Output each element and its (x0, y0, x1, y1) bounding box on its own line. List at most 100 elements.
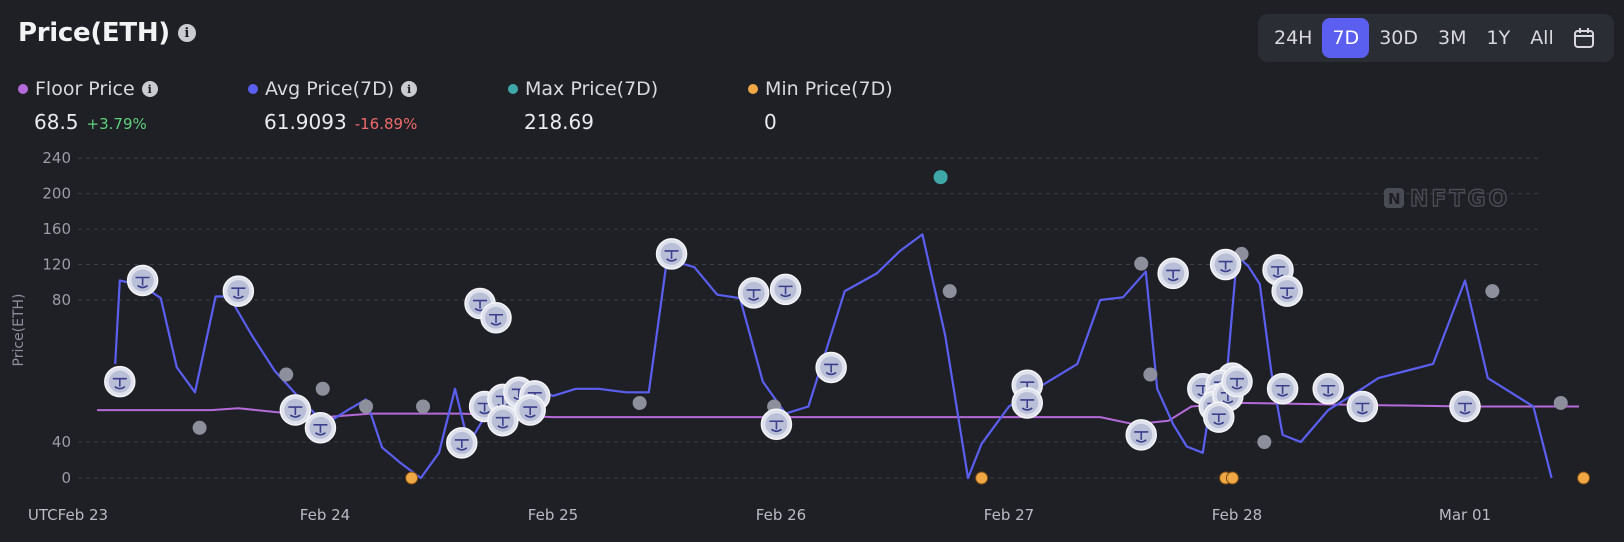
nft-sale-point[interactable] (737, 277, 770, 309)
nft-sale-point[interactable] (487, 383, 519, 416)
x-tick-label: Feb 27 (984, 506, 1034, 524)
sale-point[interactable] (632, 395, 647, 410)
range-3m-button[interactable]: 3M (1438, 27, 1467, 49)
sale-point[interactable] (767, 399, 782, 414)
nft-sale-point[interactable] (503, 376, 535, 409)
stats-legend: Floor Price i 68.5 +3.79% Avg Price(7D) i… (18, 78, 1018, 138)
y-tick-label: 0 (61, 469, 71, 487)
range-30d-button[interactable]: 30D (1379, 27, 1418, 49)
nft-sale-point[interactable] (769, 273, 802, 306)
min-price-point[interactable] (1577, 471, 1591, 485)
nft-sale-point[interactable] (304, 412, 337, 444)
stat-max-price[interactable]: Max Price(7D) 218.69 (508, 78, 658, 134)
min-price-point[interactable] (405, 471, 419, 485)
sale-point[interactable] (1143, 367, 1158, 382)
x-tick-label: UTCFeb 23 (28, 506, 108, 524)
nft-sale-point[interactable] (1346, 390, 1379, 423)
nft-sale-point[interactable] (464, 287, 496, 320)
x-tick-label: Mar 01 (1439, 506, 1491, 524)
stat-label: Avg Price(7D) (265, 78, 395, 100)
x-tick-label: Feb 26 (756, 506, 806, 524)
nft-sale-point[interactable] (1205, 369, 1237, 401)
nft-sale-point[interactable] (514, 394, 546, 426)
sale-point[interactable] (1257, 435, 1272, 449)
nft-sale-point[interactable] (519, 380, 551, 412)
stat-label: Floor Price (35, 78, 135, 100)
sale-point[interactable] (942, 284, 957, 299)
chart-lines (97, 233, 1579, 480)
nft-sale-point[interactable] (104, 365, 136, 398)
sale-point[interactable] (1234, 246, 1249, 261)
svg-text:N: N (1388, 190, 1401, 208)
sale-point[interactable] (359, 399, 374, 414)
avg-dot-icon (248, 84, 258, 94)
sale-point[interactable] (416, 399, 431, 414)
floor-dot-icon (18, 84, 28, 94)
stat-value: 218.69 (524, 110, 594, 134)
nft-sale-point[interactable] (1262, 254, 1294, 286)
chart-header: Price(ETH) i (18, 18, 196, 48)
y-tick-label: 160 (42, 220, 71, 238)
stat-label: Min Price(7D) (765, 78, 893, 100)
y-axis: 240 200 160 120 80 40 0 (42, 149, 71, 487)
y-axis-label: Price(ETH) (11, 293, 27, 366)
nft-sale-point[interactable] (1203, 401, 1235, 433)
range-1y-button[interactable]: 1Y (1486, 27, 1511, 49)
sale-point[interactable] (1485, 284, 1500, 299)
nft-sale-point[interactable] (126, 264, 159, 297)
nft-sale-point[interactable] (480, 302, 512, 334)
nft-sale-point[interactable] (222, 275, 255, 307)
nft-sale-point[interactable] (815, 351, 847, 384)
sale-point[interactable] (192, 420, 207, 435)
stat-avg-price[interactable]: Avg Price(7D) i 61.9093 -16.89% (248, 78, 417, 134)
stat-value: 0 (764, 110, 777, 134)
x-axis: UTCFeb 23 Feb 24 Feb 25 Feb 26 Feb 27 Feb 28 M… (28, 506, 1491, 524)
range-24h-button[interactable]: 24H (1274, 27, 1313, 49)
sale-point[interactable] (1553, 395, 1568, 410)
nft-sale-point[interactable] (446, 427, 478, 459)
range-all-button[interactable]: All (1530, 27, 1554, 49)
nft-sale-point[interactable] (1271, 275, 1303, 307)
stat-value: 68.5 (34, 110, 79, 134)
stat-min-price[interactable]: Min Price(7D) 0 (748, 78, 893, 134)
time-range-selector: 24H 7D 30D 3M 1Y All (1258, 14, 1614, 62)
nft-sale-point[interactable] (1312, 373, 1344, 405)
info-icon[interactable]: i (401, 81, 418, 97)
chart-title: Price(ETH) (18, 18, 170, 48)
y-tick-label: 80 (52, 291, 71, 309)
nft-sale-point[interactable] (1011, 369, 1043, 401)
max-price-point[interactable] (933, 170, 948, 185)
range-7d-button[interactable]: 7D (1322, 18, 1370, 58)
min-dot-icon (748, 84, 758, 94)
nft-sale-point[interactable] (655, 238, 688, 270)
nft-sale-point[interactable] (1011, 387, 1043, 419)
sale-point[interactable] (1134, 256, 1149, 271)
min-price-point[interactable] (1219, 471, 1233, 485)
nft-sale-point[interactable] (1187, 373, 1219, 405)
calendar-icon[interactable] (1566, 18, 1602, 58)
nft-sale-point[interactable] (1221, 365, 1253, 398)
min-price-point[interactable] (975, 471, 989, 485)
nft-sale-point[interactable] (1198, 390, 1230, 423)
info-icon[interactable]: i (177, 24, 196, 42)
info-icon[interactable]: i (141, 81, 158, 97)
nft-sale-point[interactable] (1212, 380, 1244, 412)
nft-sale-point[interactable] (1125, 419, 1157, 451)
nft-sale-point[interactable] (487, 404, 519, 437)
stat-floor-price[interactable]: Floor Price i 68.5 +3.79% (18, 78, 158, 134)
nft-sale-point[interactable] (279, 394, 312, 426)
nft-sale-point[interactable] (468, 390, 501, 423)
nft-sale-point[interactable] (1203, 383, 1235, 416)
min-price-point[interactable] (1225, 471, 1239, 485)
nft-sale-point[interactable] (760, 408, 793, 440)
sale-point[interactable] (279, 367, 294, 382)
nft-sale-point[interactable] (1157, 257, 1189, 290)
stat-change: +3.79% (86, 115, 147, 133)
nft-sale-point[interactable] (1209, 248, 1242, 281)
sale-point[interactable] (315, 381, 330, 396)
nft-sale-point[interactable] (1266, 373, 1299, 405)
stat-change: -16.89% (354, 115, 418, 133)
y-tick-label: 40 (52, 433, 71, 451)
nft-sale-point[interactable] (1449, 390, 1481, 423)
nft-sale-point[interactable] (1216, 362, 1249, 394)
